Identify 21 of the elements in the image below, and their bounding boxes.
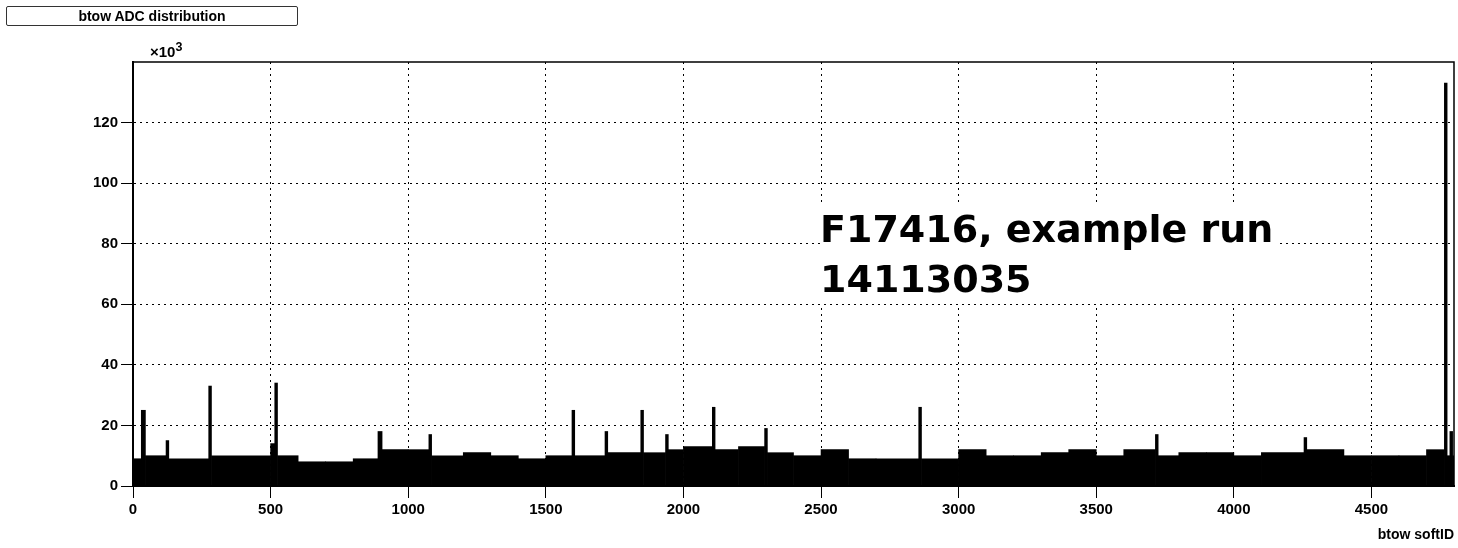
x-tick-label: 3000 <box>941 500 976 518</box>
y-tick-label: 120 <box>93 112 119 130</box>
x-tick-label: 1500 <box>529 500 563 518</box>
x-tick-label: 500 <box>258 500 284 518</box>
y-tick-label: 60 <box>101 294 119 312</box>
x-tick-label: 4000 <box>1217 500 1251 518</box>
x-tick-label: 0 <box>128 500 138 518</box>
x-tick-label: 2000 <box>666 500 701 518</box>
x-axis-title: btow softID <box>1377 526 1454 542</box>
x-tick-label: 3500 <box>1079 500 1113 518</box>
text: ×10$^{3}$ <box>150 40 183 60</box>
y-tick-label: 80 <box>101 233 119 251</box>
y-tick-label: 40 <box>101 355 119 372</box>
y-tick-label: 20 <box>101 415 119 433</box>
chart-title: btow ADC distribution <box>6 6 298 26</box>
x-tick-label: 2500 <box>804 500 838 518</box>
x-tick-label: 1000 <box>391 500 425 518</box>
x-tick-label: 4500 <box>1354 500 1389 518</box>
annotation: F17416, example run 14113035 <box>820 204 1280 304</box>
y-tick-label: 0 <box>109 476 119 494</box>
y-tick-label: 100 <box>93 173 119 191</box>
